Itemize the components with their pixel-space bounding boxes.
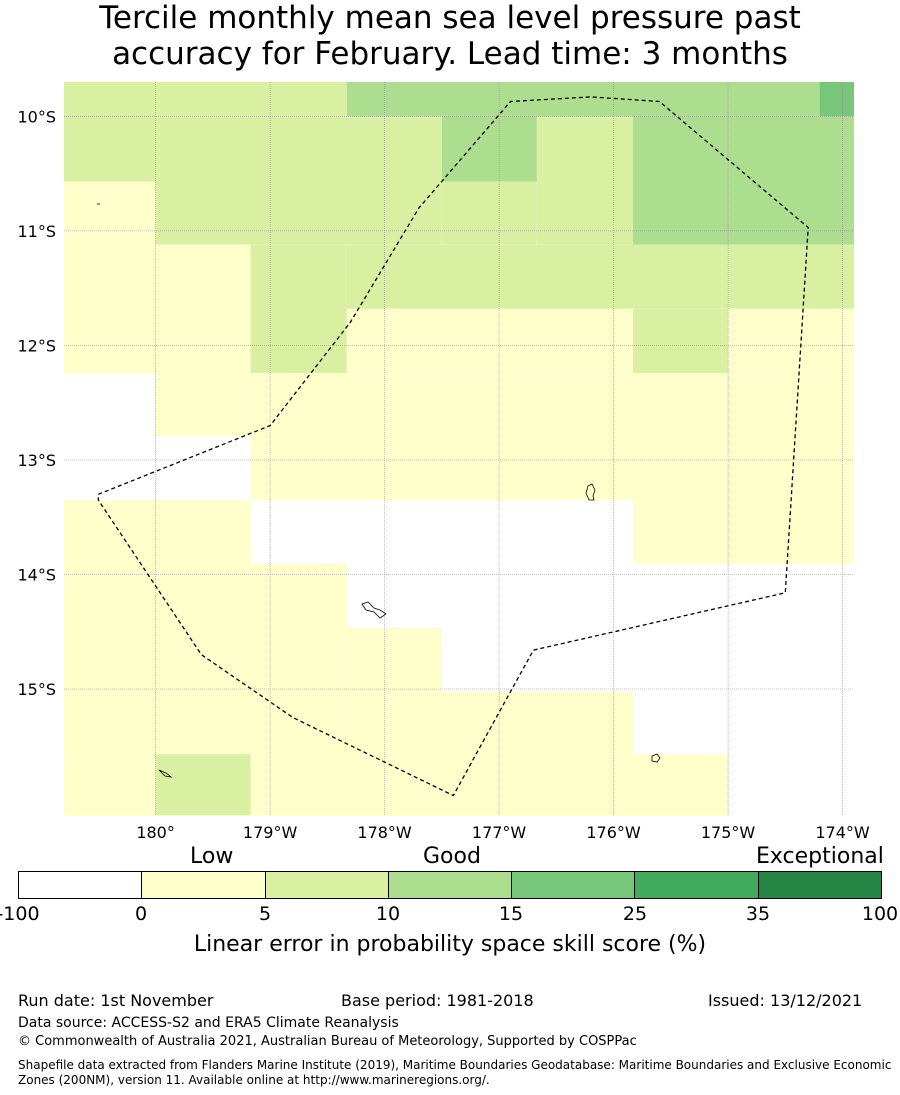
skill-cell (346, 308, 634, 373)
map-title-line-2: accuracy for February. Lead time: 3 mont… (112, 36, 788, 72)
data-source: Data source: ACCESS-S2 and ERA5 Climate … (18, 1015, 399, 1031)
skill-cell (64, 500, 251, 564)
skill-cell (250, 372, 634, 501)
skill-cell (441, 116, 537, 182)
latitude-label: 12°S (17, 336, 56, 355)
legend-exceptional-label: Exceptional (756, 844, 884, 869)
skill-cell (155, 82, 347, 117)
colorbar-segment-2 (142, 872, 266, 898)
issued-date: Issued: 13/12/2021 (708, 991, 863, 1010)
island-niue (651, 753, 661, 763)
colorbar (18, 871, 882, 899)
skill-cell (155, 754, 251, 815)
longitude-label: 175°W (701, 823, 756, 842)
island-uvea (158, 769, 173, 778)
colorbar-tick-3: 10 (375, 903, 401, 925)
longitude-label: 177°W (472, 823, 527, 842)
skill-cell (441, 181, 537, 245)
skill-cell (64, 82, 156, 182)
eez-boundary (97, 96, 809, 797)
longitude-label: 179°W (243, 823, 298, 842)
base-period: Base period: 1981-2018 (341, 991, 534, 1010)
skill-cell (633, 308, 729, 373)
skill-map: 10°S11°S12°S13°S14°S15°S 180° 179°W 178°W 1… (17, 82, 870, 842)
colorbar-tick-7: 100 (861, 903, 899, 925)
colorbar-tick-5: 25 (622, 903, 648, 925)
skill-cell (346, 627, 442, 692)
legend-good-label: Good (423, 844, 481, 869)
skill-cell (250, 244, 347, 373)
skill-cell (728, 308, 854, 373)
latitude-label: 11°S (17, 222, 56, 241)
skill-cell (250, 754, 729, 815)
copyright: © Commonwealth of Australia 2021, Austra… (18, 1034, 637, 1049)
skill-cell (64, 754, 156, 815)
skill-cells (64, 82, 854, 815)
longitude-labels: 180° 179°W 178°W 177°W 176°W 175°W 174°W (136, 823, 870, 842)
skill-cell (633, 372, 854, 564)
latitude-label: 15°S (17, 680, 56, 699)
skill-cell (64, 181, 156, 373)
colorbar-tick-6: 35 (745, 903, 771, 925)
colorbar-segment-7 (758, 872, 881, 898)
longitude-label: 180° (136, 823, 175, 842)
longitude-label: 176°W (586, 823, 641, 842)
latitude-label: 10°S (17, 107, 56, 126)
run-date: Run date: 1st November (18, 991, 214, 1010)
island-tutuila (585, 483, 596, 501)
graticule (64, 82, 854, 815)
skill-cell (346, 82, 820, 117)
skill-cell (633, 244, 854, 309)
longitude-label: 178°W (357, 823, 412, 842)
skill-cell (155, 372, 251, 436)
latitude-label: 14°S (17, 565, 56, 584)
skill-cell (346, 691, 634, 755)
island-upolu (361, 601, 387, 619)
colorbar-tick-0: -100 (0, 903, 40, 925)
latitude-label: 13°S (17, 451, 56, 470)
colorbar-segment-6 (635, 872, 759, 898)
colorbar-segment-1 (19, 872, 143, 898)
legend-low-label: Low (190, 844, 234, 869)
skill-cell (155, 116, 442, 245)
colorbar-tick-2: 5 (258, 903, 272, 925)
latitude-labels: 10°S 11°S 12°S 13°S 14°S 15°S (17, 107, 56, 699)
skill-cell (536, 116, 634, 245)
skill-cell (346, 244, 634, 309)
colorbar-axis-title: Linear error in probability space skill … (193, 932, 707, 957)
shapefile-credit-line-1: Shapefile data extracted from Flanders M… (18, 1058, 892, 1072)
colorbar-segment-4 (388, 872, 513, 898)
colorbar-segment-3 (265, 872, 389, 898)
colorbar-segment-5 (512, 872, 636, 898)
longitude-label: 174°W (815, 823, 870, 842)
skill-cell (633, 116, 854, 245)
colorbar-tick-1: 0 (134, 903, 148, 925)
skill-cell (819, 82, 854, 117)
skill-cell (64, 563, 347, 755)
map-title-line-1: Tercile monthly mean sea level pressure … (99, 0, 801, 36)
shapefile-credit-line-2: Zones (200NM), version 11. Available onl… (18, 1073, 490, 1087)
colorbar-tick-4: 15 (498, 903, 524, 925)
islands (97, 203, 661, 778)
